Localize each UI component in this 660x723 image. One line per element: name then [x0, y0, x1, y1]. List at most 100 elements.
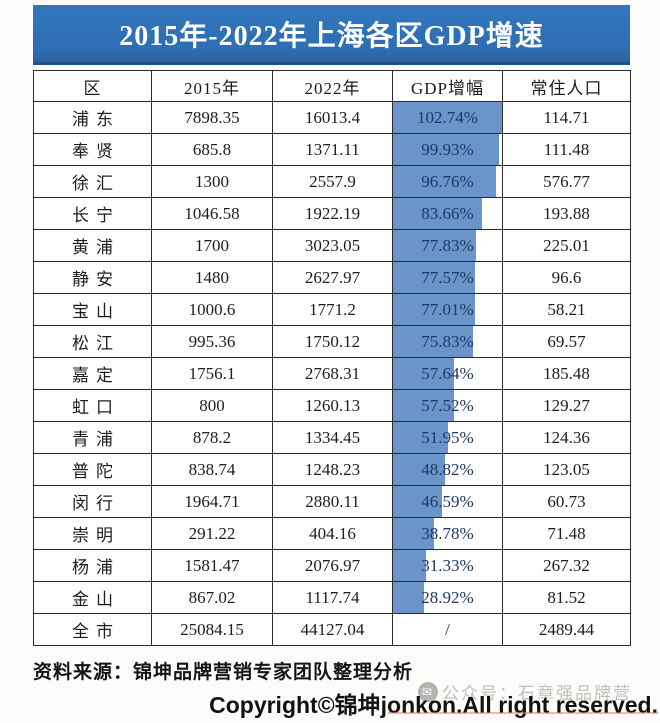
watermark: ✉ 公众号：石章强品牌营 [418, 679, 632, 704]
gdp-2015-cell: 685.8 [151, 133, 273, 166]
growth-value-label: 102.74% [417, 108, 478, 127]
growth-value-label: 38.78% [421, 524, 474, 543]
growth-data-bar [393, 358, 455, 389]
gdp-2022-cell: 1117.74 [272, 581, 393, 614]
population-cell: 81.52 [502, 581, 631, 614]
gdp-2015-cell: 1480 [151, 261, 273, 294]
gdp-2015-cell: 25084.15 [151, 613, 273, 646]
table-row: 虹口 800 1260.13 57.52% 129.27 [33, 389, 631, 422]
population-cell: 2489.44 [502, 613, 631, 646]
column-header-2022: 2022年 [272, 70, 393, 102]
gdp-2015-cell: 1581.47 [151, 549, 273, 582]
district-cell: 嘉定 [33, 357, 152, 390]
population-cell: 69.57 [502, 325, 631, 358]
growth-value-label: 28.92% [421, 588, 474, 607]
growth-data-bar [393, 550, 427, 581]
growth-cell: 96.76% [392, 165, 503, 198]
column-header-district: 区 [33, 70, 152, 102]
gdp-2015-cell: 838.74 [151, 453, 273, 486]
district-cell: 虹口 [33, 389, 152, 422]
gdp-2015-cell: 1756.1 [151, 357, 273, 390]
growth-data-bar [393, 294, 475, 325]
gdp-2015-cell: 291.22 [151, 517, 273, 550]
district-cell: 金山 [33, 581, 152, 614]
table-row: 普陀 838.74 1248.23 48.82% 123.05 [33, 453, 631, 486]
title-banner: 2015年-2022年上海各区GDP增速 [33, 5, 630, 65]
table-row: 嘉定 1756.1 2768.31 57.64% 185.48 [33, 357, 631, 390]
population-cell: 185.48 [502, 357, 631, 390]
gdp-2015-cell: 800 [151, 389, 273, 422]
district-cell: 闵行 [33, 485, 152, 518]
gdp-2022-cell: 2627.97 [272, 261, 393, 294]
growth-cell: 102.74% [392, 101, 503, 134]
district-cell: 黄浦 [33, 229, 152, 262]
gdp-2015-cell: 1046.58 [151, 197, 273, 230]
growth-value-label: 96.76% [421, 172, 474, 191]
column-header-growth: GDP增幅 [392, 70, 503, 102]
growth-data-bar [393, 390, 455, 421]
table-row: 奉贤 685.8 1371.11 99.93% 111.48 [33, 133, 631, 166]
gdp-2022-cell: 2768.31 [272, 357, 393, 390]
growth-cell: 83.66% [392, 197, 503, 230]
gdp-2022-cell: 1371.11 [272, 133, 393, 166]
gdp-2022-cell: 3023.05 [272, 229, 393, 262]
growth-data-bar [393, 134, 500, 165]
gdp-2022-cell: 1260.13 [272, 389, 393, 422]
gdp-2022-cell: 1750.12 [272, 325, 393, 358]
district-cell: 宝山 [33, 293, 152, 326]
table-row: 静安 1480 2627.97 77.57% 96.6 [33, 261, 631, 294]
growth-value-label: 48.82% [421, 460, 474, 479]
growth-cell: 99.93% [392, 133, 503, 166]
column-header-2015: 2015年 [151, 70, 273, 102]
growth-data-bar [393, 230, 476, 261]
table-row: 金山 867.02 1117.74 28.92% 81.52 [33, 581, 631, 614]
growth-cell: 75.83% [392, 325, 503, 358]
population-cell: 193.88 [502, 197, 631, 230]
wechat-icon: ✉ [418, 681, 438, 702]
population-cell: 114.71 [502, 101, 631, 134]
district-cell: 全市 [33, 613, 152, 646]
district-cell: 普陀 [33, 453, 152, 486]
growth-value-label: 83.66% [421, 204, 474, 223]
population-cell: 576.77 [502, 165, 631, 198]
population-cell: 267.32 [502, 549, 631, 582]
growth-cell: 51.95% [392, 421, 503, 454]
growth-data-bar [393, 518, 435, 549]
gdp-table-body: 浦东 7898.35 16013.4 102.74% 114.71 奉贤 685.8 1371… [33, 101, 631, 646]
gdp-2015-cell: 1300 [151, 165, 273, 198]
gdp-2022-cell: 2557.9 [272, 165, 393, 198]
growth-value-label: 77.83% [421, 236, 474, 255]
growth-cell: 28.92% [392, 581, 503, 614]
table-row: 杨浦 1581.47 2076.97 31.33% 267.32 [33, 549, 631, 582]
population-cell: 96.6 [502, 261, 631, 294]
growth-value-label: 77.01% [421, 300, 474, 319]
population-cell: 124.36 [502, 421, 631, 454]
population-cell: 123.05 [502, 453, 631, 486]
table-row: 闵行 1964.71 2880.11 46.59% 60.73 [33, 485, 631, 518]
gdp-2015-cell: 1700 [151, 229, 273, 262]
district-cell: 崇明 [33, 517, 152, 550]
growth-data-bar [393, 582, 424, 613]
gdp-2022-cell: 1922.19 [272, 197, 393, 230]
table-row: 青浦 878.2 1334.45 51.95% 124.36 [33, 421, 631, 454]
gdp-2022-cell: 1334.45 [272, 421, 393, 454]
table-row: 松江 995.36 1750.12 75.83% 69.57 [33, 325, 631, 358]
population-cell: 58.21 [502, 293, 631, 326]
table-row: 黄浦 1700 3023.05 77.83% 225.01 [33, 229, 631, 262]
district-cell: 长宁 [33, 197, 152, 230]
table-header-row: 区 2015年 2022年 GDP增幅 常住人口 [33, 70, 631, 102]
column-header-population: 常住人口 [502, 70, 631, 102]
growth-data-bar [393, 326, 474, 357]
gdp-table: 区 2015年 2022年 GDP增幅 常住人口 浦东 7898.35 16013.… [33, 70, 631, 646]
growth-data-bar [393, 454, 445, 485]
population-cell: 60.73 [502, 485, 631, 518]
gdp-2015-cell: 1964.71 [151, 485, 273, 518]
table-row: 浦东 7898.35 16013.4 102.74% 114.71 [33, 101, 631, 134]
growth-cell: 57.52% [392, 389, 503, 422]
population-cell: 225.01 [502, 229, 631, 262]
growth-data-bar [393, 166, 496, 197]
gdp-2015-cell: 1000.6 [151, 293, 273, 326]
district-cell: 静安 [33, 261, 152, 294]
growth-cell: 48.82% [392, 453, 503, 486]
gdp-2022-cell: 16013.4 [272, 101, 393, 134]
